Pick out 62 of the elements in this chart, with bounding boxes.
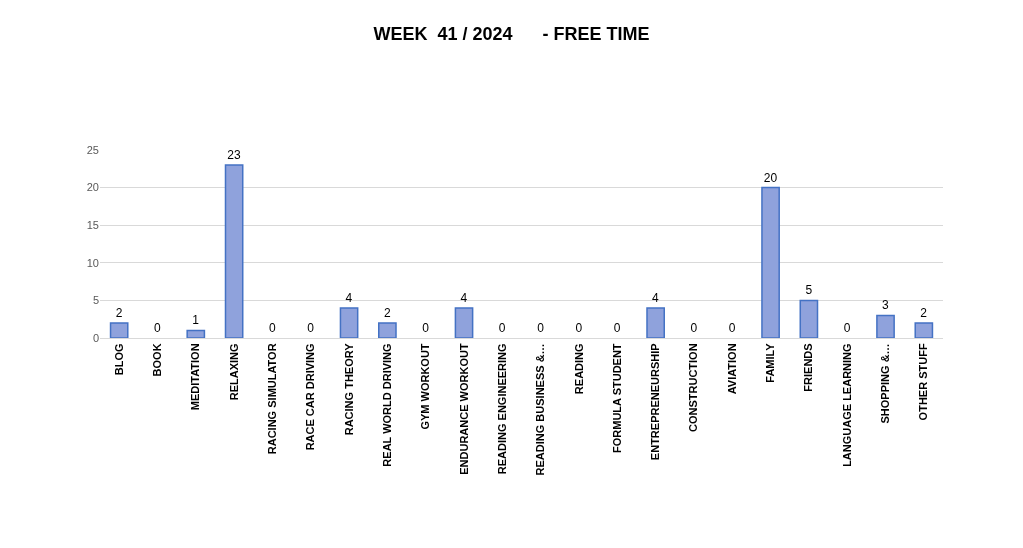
x-tick-label: OTHER STUFF (917, 343, 930, 421)
data-label: 5 (805, 283, 813, 298)
bar (186, 329, 206, 338)
x-tick-label: READING (572, 343, 585, 395)
x-tick-label: READING BUSINESS &… (534, 343, 547, 476)
x-tick-label: BOOK (151, 343, 164, 377)
chart-title: WEEK 41 / 2024 - FREE TIME (373, 24, 650, 44)
y-tick-label: 10 (86, 256, 99, 269)
data-label: 4 (460, 290, 468, 305)
data-label: 4 (652, 290, 660, 305)
data-label: 0 (422, 321, 430, 335)
x-tick-label: RELAXING (227, 343, 240, 401)
bar (339, 307, 359, 338)
data-label: 2 (920, 305, 928, 320)
x-tick-label: FRIENDS (802, 343, 815, 392)
x-tick-label: RACE CAR DRIVING (304, 343, 317, 451)
data-label: 0 (537, 321, 545, 335)
data-label: 20 (763, 170, 778, 185)
data-label: 2 (115, 305, 123, 320)
y-tick-label: 20 (86, 181, 99, 194)
data-label: 1 (192, 313, 200, 328)
bar (799, 299, 819, 338)
bar (454, 307, 474, 338)
x-tick-label: BLOG (112, 343, 125, 376)
y-tick-label: 15 (86, 219, 99, 232)
bar (761, 186, 780, 338)
x-tick-label: RACING THEORY (342, 342, 355, 436)
x-tick-label: GYM WORKOUT (419, 343, 432, 430)
bar (876, 314, 895, 338)
x-tick-label: RACING SIMULATOR (266, 343, 279, 455)
bar (109, 322, 129, 338)
data-label: 2 (383, 305, 391, 320)
data-label: 0 (575, 321, 583, 335)
data-label: 0 (843, 321, 851, 335)
x-tick-label: LANGUAGE LEARNING (840, 343, 853, 467)
data-label: 0 (268, 321, 276, 335)
x-tick-label: ENTREPRENEURSHIP (649, 343, 662, 461)
data-label: 0 (690, 321, 698, 335)
x-tick-label: READING ENGINEERING (495, 343, 508, 475)
bar (224, 164, 244, 338)
data-label: 0 (153, 321, 161, 335)
data-label: 3 (882, 298, 890, 313)
data-label: 23 (227, 148, 241, 163)
data-label: 0 (613, 321, 621, 335)
x-tick-label: REAL WORLD DRIVING (380, 343, 393, 467)
x-tick-label: FAMILY (764, 342, 777, 383)
x-tick-label: ENDURANCE WORKOUT (457, 343, 470, 475)
x-tick-label: SHOPPING &… (879, 343, 892, 424)
bar (646, 307, 665, 338)
x-tick-label: AVIATION (725, 343, 738, 395)
x-tick-label: MEDITATION (189, 343, 202, 411)
y-tick-label: 5 (92, 294, 99, 307)
x-tick-label: CONSTRUCTION (687, 343, 700, 433)
y-tick-label: 0 (92, 331, 99, 344)
bar (378, 322, 397, 338)
y-tick-label: 25 (86, 143, 99, 156)
bar (914, 322, 934, 338)
data-label: 0 (728, 321, 736, 335)
data-label: 0 (498, 321, 506, 335)
x-tick-label: FORMULA STUDENT (610, 343, 623, 453)
data-label: 4 (345, 290, 353, 305)
data-label: 0 (307, 321, 315, 335)
